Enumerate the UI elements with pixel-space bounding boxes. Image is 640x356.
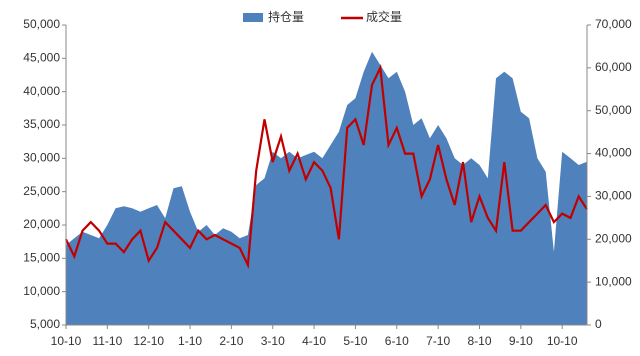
x-tick-label: 2-10 xyxy=(219,334,243,348)
legend-label: 持仓量 xyxy=(268,9,304,24)
y2-tick-label: 60,000 xyxy=(595,60,632,74)
y-tick-label: 45,000 xyxy=(23,51,60,65)
y-tick-label: 35,000 xyxy=(23,117,60,131)
x-tick-label: 12-10 xyxy=(133,334,164,348)
y-tick-label: 30,000 xyxy=(23,151,60,165)
x-tick-label: 5-10 xyxy=(343,334,367,348)
y2-tick-label: 50,000 xyxy=(595,103,632,117)
y-tick-label: 10,000 xyxy=(23,284,60,298)
x-tick-label: 1-10 xyxy=(178,334,202,348)
legend-label: 成交量 xyxy=(366,9,402,24)
x-tick-label: 10-10 xyxy=(547,334,578,348)
y2-tick-label: 10,000 xyxy=(595,274,632,288)
legend-swatch xyxy=(243,13,263,22)
y-tick-label: 15,000 xyxy=(23,251,60,265)
y2-tick-label: 40,000 xyxy=(595,146,632,160)
y2-tick-label: 30,000 xyxy=(595,189,632,203)
y-tick-label: 25,000 xyxy=(23,184,60,198)
area xyxy=(66,51,587,325)
y-tick-label: 40,000 xyxy=(23,84,60,98)
y2-tick-label: 0 xyxy=(595,317,602,331)
y-tick-label: 50,000 xyxy=(23,17,60,31)
y2-tick-label: 20,000 xyxy=(595,231,632,245)
x-tick-label: 3-10 xyxy=(261,334,285,348)
x-tick-label: 9-10 xyxy=(509,334,533,348)
x-tick-label: 10-10 xyxy=(51,334,82,348)
x-tick-label: 4-10 xyxy=(302,334,326,348)
x-tick-label: 8-10 xyxy=(467,334,491,348)
line xyxy=(65,63,588,270)
x-tick-label: 11-10 xyxy=(92,334,122,348)
y-tick-label: 20,000 xyxy=(23,217,60,231)
x-tick-label: 6-10 xyxy=(385,334,409,348)
x-tick-label: 7-10 xyxy=(426,334,450,348)
y-tick-label: 5,000 xyxy=(30,317,60,331)
y2-tick-label: 70,000 xyxy=(595,17,632,31)
